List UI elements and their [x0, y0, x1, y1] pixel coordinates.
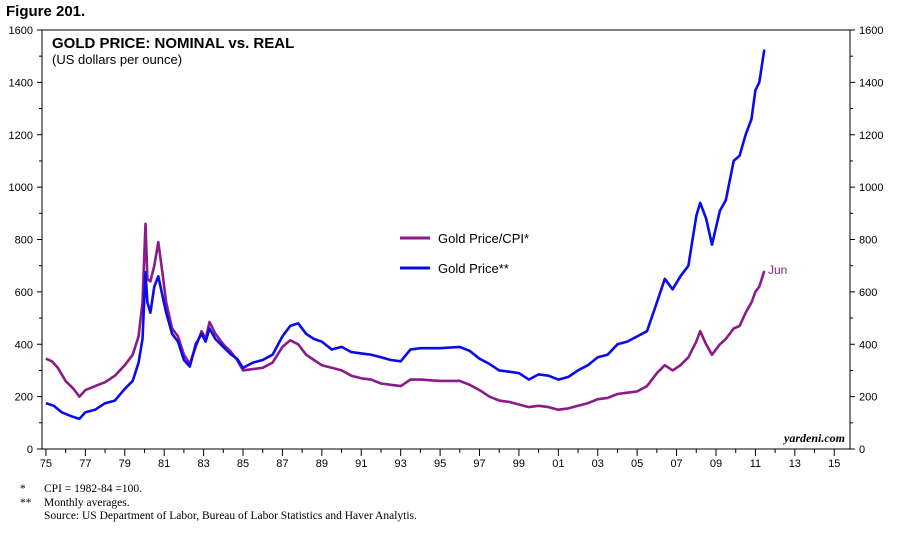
y-axis-left: 0 200 400 600 800 1000 1200 1400 1600 — [9, 25, 42, 456]
x-tick-label: 93 — [395, 458, 407, 470]
footnote-mark: ** — [20, 496, 32, 509]
y-tick-label-right: 0 — [859, 444, 865, 456]
y-tick-label-left: 1600 — [9, 25, 33, 37]
y-tick-label-left: 200 — [15, 392, 33, 404]
series-line-real — [45, 222, 766, 411]
x-tick-label: 05 — [631, 458, 643, 470]
x-tick-label: 09 — [710, 458, 722, 470]
x-tick-label: 99 — [513, 458, 525, 470]
y-tick-label-right: 200 — [859, 392, 877, 404]
x-tick-label: 11 — [750, 458, 761, 470]
y-tick-label-right: 400 — [859, 339, 877, 351]
x-tick-label: 79 — [119, 458, 131, 470]
y-tick-label-right: 600 — [859, 287, 877, 299]
x-tick-label: 81 — [158, 458, 170, 470]
chart-title: GOLD PRICE: NOMINAL vs. REAL — [52, 35, 294, 52]
x-tick-label: 13 — [789, 458, 801, 470]
y-tick-label-left: 600 — [15, 287, 33, 299]
y-tick-label-right: 1000 — [859, 182, 883, 194]
x-tick-label: 15 — [828, 458, 840, 470]
y-axis-right: 0 200 400 600 800 1000 1200 1400 1600 — [850, 25, 883, 456]
figure-label: Figure 201. — [6, 3, 86, 20]
x-tick-label: 85 — [237, 458, 249, 470]
x-tick-label: 91 — [355, 458, 367, 470]
footnote-text: Monthly averages. — [44, 496, 130, 509]
y-tick-label-left: 400 — [15, 339, 33, 351]
chart-subtitle: (US dollars per ounce) — [52, 52, 182, 67]
footnote-row: Source: US Department of Labor, Bureau o… — [20, 510, 417, 524]
x-tick-label: 77 — [79, 458, 91, 470]
footnote-row: * CPI = 1982-84 =100. — [20, 483, 417, 497]
y-tick-label-left: 1400 — [9, 77, 33, 89]
x-axis: 75 77 79 81 83 85 87 89 91 93 95 97 99 01 03 05 07 09 11 13… — [40, 449, 840, 470]
x-tick-label: 97 — [473, 458, 485, 470]
x-tick-label: 01 — [552, 458, 564, 470]
legend: Gold Price/CPI* Gold Price** — [400, 231, 529, 276]
y-tick-label-left: 1200 — [9, 130, 33, 142]
y-tick-label-right: 1600 — [859, 25, 883, 37]
legend-label-nominal: Gold Price** — [438, 261, 509, 276]
footnote-mark — [20, 510, 44, 524]
y-tick-label-left: 0 — [27, 444, 33, 456]
x-tick-label: 87 — [276, 458, 288, 470]
x-tick-label: 89 — [316, 458, 328, 470]
footnote-mark: * — [20, 483, 26, 495]
footnote-text: Source: US Department of Labor, Bureau o… — [44, 510, 417, 522]
series-line-nominal — [45, 49, 766, 421]
footnote-text: CPI = 1982-84 =100. — [44, 483, 142, 495]
series-layer — [45, 49, 766, 421]
y-tick-label-left: 1000 — [9, 182, 33, 194]
x-tick-label: 03 — [592, 458, 604, 470]
y-tick-label-right: 800 — [859, 235, 877, 247]
watermark: yardeni.com — [782, 431, 845, 445]
x-tick-label: 75 — [40, 458, 52, 470]
y-tick-label-left: 800 — [15, 235, 33, 247]
end-annotation-jun: Jun — [768, 263, 787, 277]
footnotes: * CPI = 1982-84 =100. ** Monthly average… — [20, 483, 417, 524]
y-tick-label-right: 1400 — [859, 77, 883, 89]
x-tick-label: 07 — [670, 458, 682, 470]
footnote-row: ** Monthly averages. — [20, 497, 417, 511]
y-tick-label-right: 1200 — [859, 130, 883, 142]
x-tick-label: 95 — [434, 458, 446, 470]
x-tick-label: 83 — [197, 458, 209, 470]
legend-label-real: Gold Price/CPI* — [438, 231, 529, 246]
